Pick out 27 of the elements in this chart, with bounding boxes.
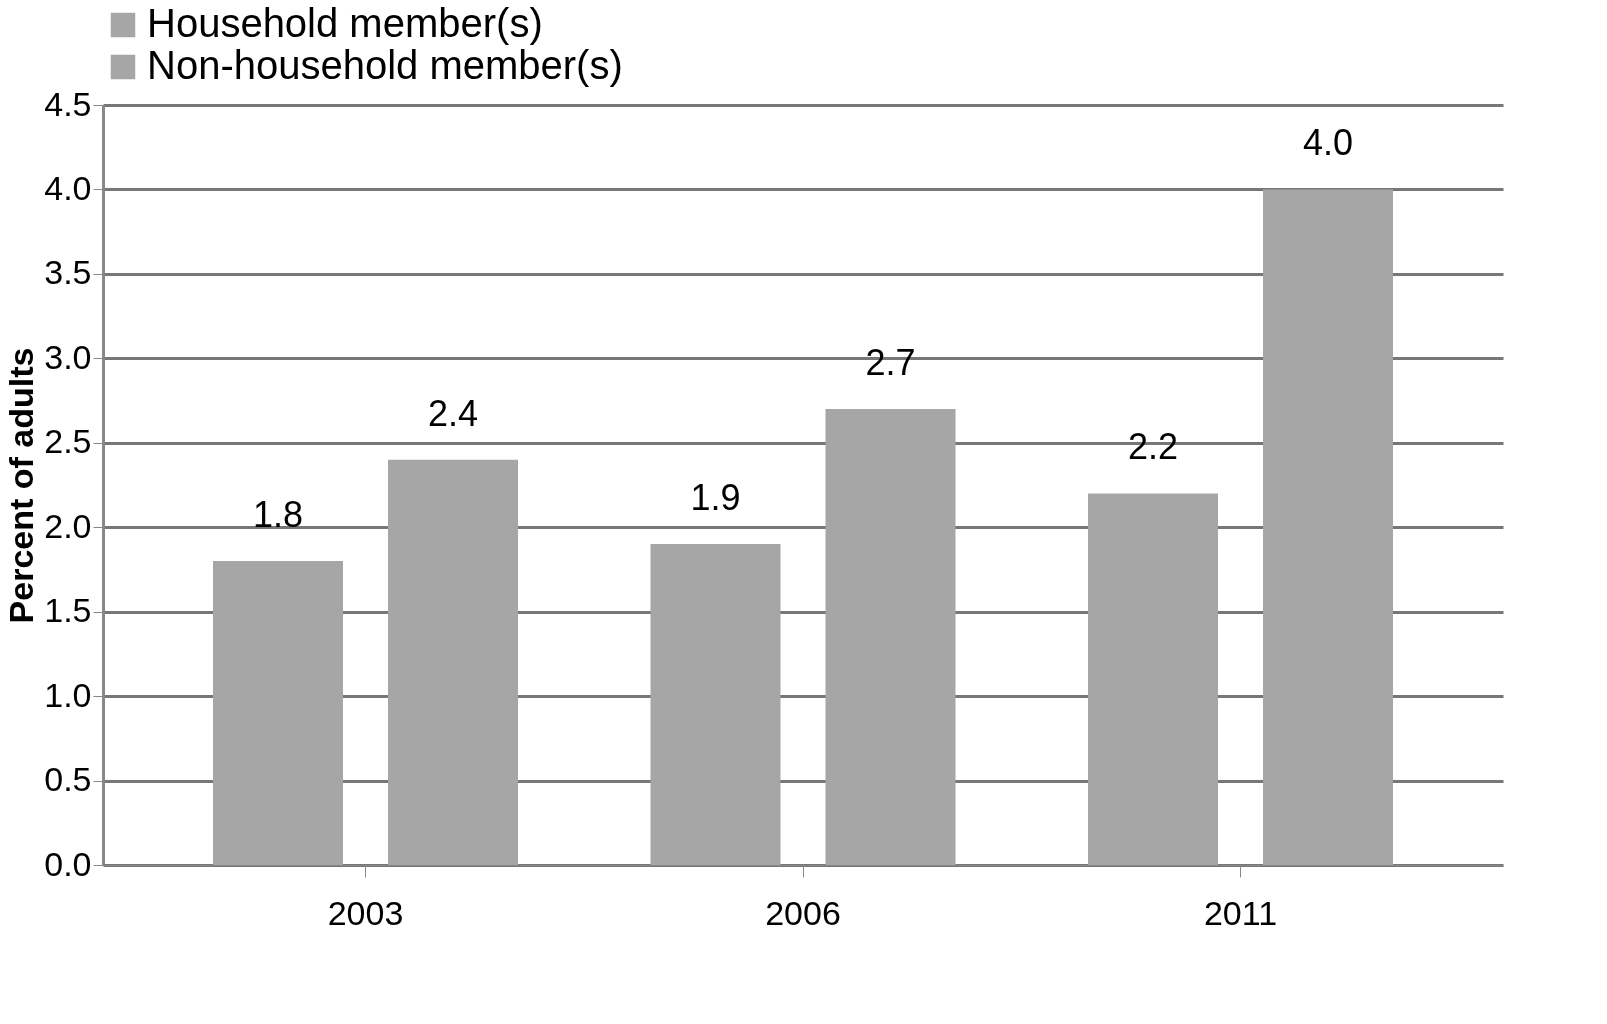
data-label: 2.2 — [1127, 426, 1179, 468]
y-tick-label: 4.5 — [44, 84, 92, 123]
y-tick-label: 1.0 — [44, 675, 92, 714]
data-label: 4.0 — [1302, 122, 1354, 164]
y-tick-label: 2.5 — [44, 422, 92, 461]
data-label: 2.7 — [865, 342, 916, 383]
y-tick-label: 1.5 — [44, 591, 92, 630]
x-tick-label: 2006 — [765, 893, 841, 932]
y-tick-label: 3.0 — [44, 337, 92, 376]
y-tick-label: 3.5 — [44, 253, 92, 292]
y-tick-label: 2.0 — [44, 506, 92, 545]
bar — [1088, 493, 1218, 865]
y-tick-label: 0.0 — [44, 844, 92, 883]
x-tick-label: 2003 — [327, 893, 404, 932]
x-tick-label: 2011 — [1203, 893, 1278, 932]
y-tick-label: 4.0 — [44, 168, 92, 207]
bar — [213, 561, 343, 865]
y-axis-title: Percent of adults — [2, 347, 41, 624]
data-label: 2.4 — [427, 392, 479, 434]
bar — [650, 544, 781, 865]
legend-label: Household member(s) — [147, 1, 543, 45]
bar — [388, 459, 518, 865]
data-label: 1.9 — [690, 477, 741, 519]
data-label: 1.8 — [252, 494, 304, 535]
bar — [1263, 189, 1393, 865]
y-tick-label: 0.5 — [44, 760, 92, 799]
bar — [825, 409, 956, 865]
